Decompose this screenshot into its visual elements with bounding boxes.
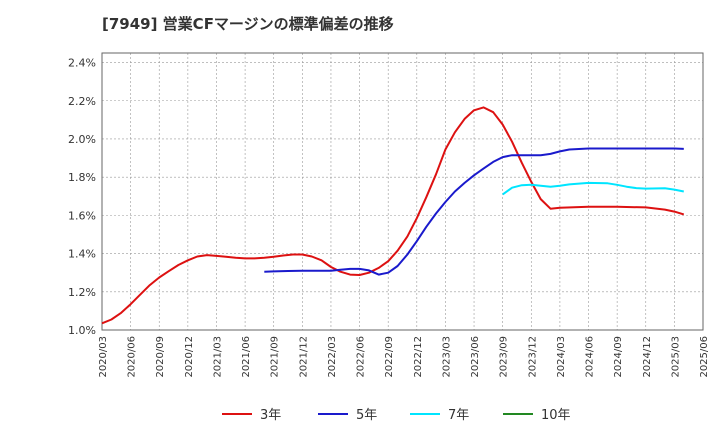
x-tick-label: 2021/09 — [270, 336, 281, 378]
y-tick-label: 1.6% — [68, 209, 96, 222]
y-tick-label: 2.2% — [68, 95, 96, 108]
y-tick-label: 1.4% — [68, 248, 96, 261]
x-tick-label: 2023/12 — [527, 336, 538, 378]
x-axis-ticks: 2020/03 2020/06 2020/09 2020/12 2021/03 2021/… — [98, 336, 710, 378]
series-line-5年 — [264, 147, 684, 276]
legend: 3年 5年 7年 10年 — [222, 408, 571, 423]
x-tick-label: 2024/09 — [613, 336, 624, 378]
y-tick-label: 1.0% — [68, 324, 96, 337]
legend-label: 7年 — [448, 408, 469, 423]
x-tick-label: 2025/06 — [699, 336, 710, 378]
y-tick-label: 2.4% — [68, 57, 96, 70]
legend-label: 10年 — [541, 408, 571, 423]
x-tick-label: 2022/06 — [356, 336, 367, 378]
x-tick-label: 2023/09 — [499, 336, 510, 378]
x-tick-label: 2022/03 — [327, 336, 338, 378]
y-axis-ticks: 1.0% 1.2% 1.4% 1.6% 1.8% 2.0% 2.2% 2.4% — [68, 57, 96, 337]
series-line-7年 — [502, 181, 684, 196]
chart-title: [7949] 営業CFマージンの標準偏差の推移 — [102, 15, 394, 33]
x-tick-label: 2020/09 — [155, 336, 166, 378]
x-tick-label: 2021/12 — [298, 336, 309, 378]
x-tick-label: 2022/09 — [384, 336, 395, 378]
x-tick-label: 2023/03 — [441, 336, 452, 378]
y-tick-label: 1.8% — [68, 171, 96, 184]
series-line-3年 — [101, 106, 685, 325]
x-tick-label: 2024/06 — [585, 336, 596, 378]
x-tick-label: 2024/03 — [556, 336, 567, 378]
x-tick-label: 2025/03 — [670, 336, 681, 378]
x-tick-label: 2020/06 — [127, 336, 138, 378]
x-tick-label: 2020/12 — [184, 336, 195, 378]
x-tick-label: 2022/12 — [413, 336, 424, 378]
legend-label: 5年 — [356, 408, 377, 423]
y-tick-label: 2.0% — [68, 133, 96, 146]
grid-lines — [101, 53, 704, 331]
x-tick-label: 2023/06 — [470, 336, 481, 378]
x-tick-label: 2021/06 — [241, 336, 252, 378]
x-tick-label: 2021/03 — [212, 336, 223, 378]
legend-label: 3年 — [260, 408, 281, 423]
x-tick-label: 2024/12 — [642, 336, 653, 378]
series-lines — [101, 106, 685, 325]
x-tick-label: 2020/03 — [98, 336, 109, 378]
y-tick-label: 1.2% — [68, 286, 96, 299]
plot-area-frame — [101, 52, 704, 331]
